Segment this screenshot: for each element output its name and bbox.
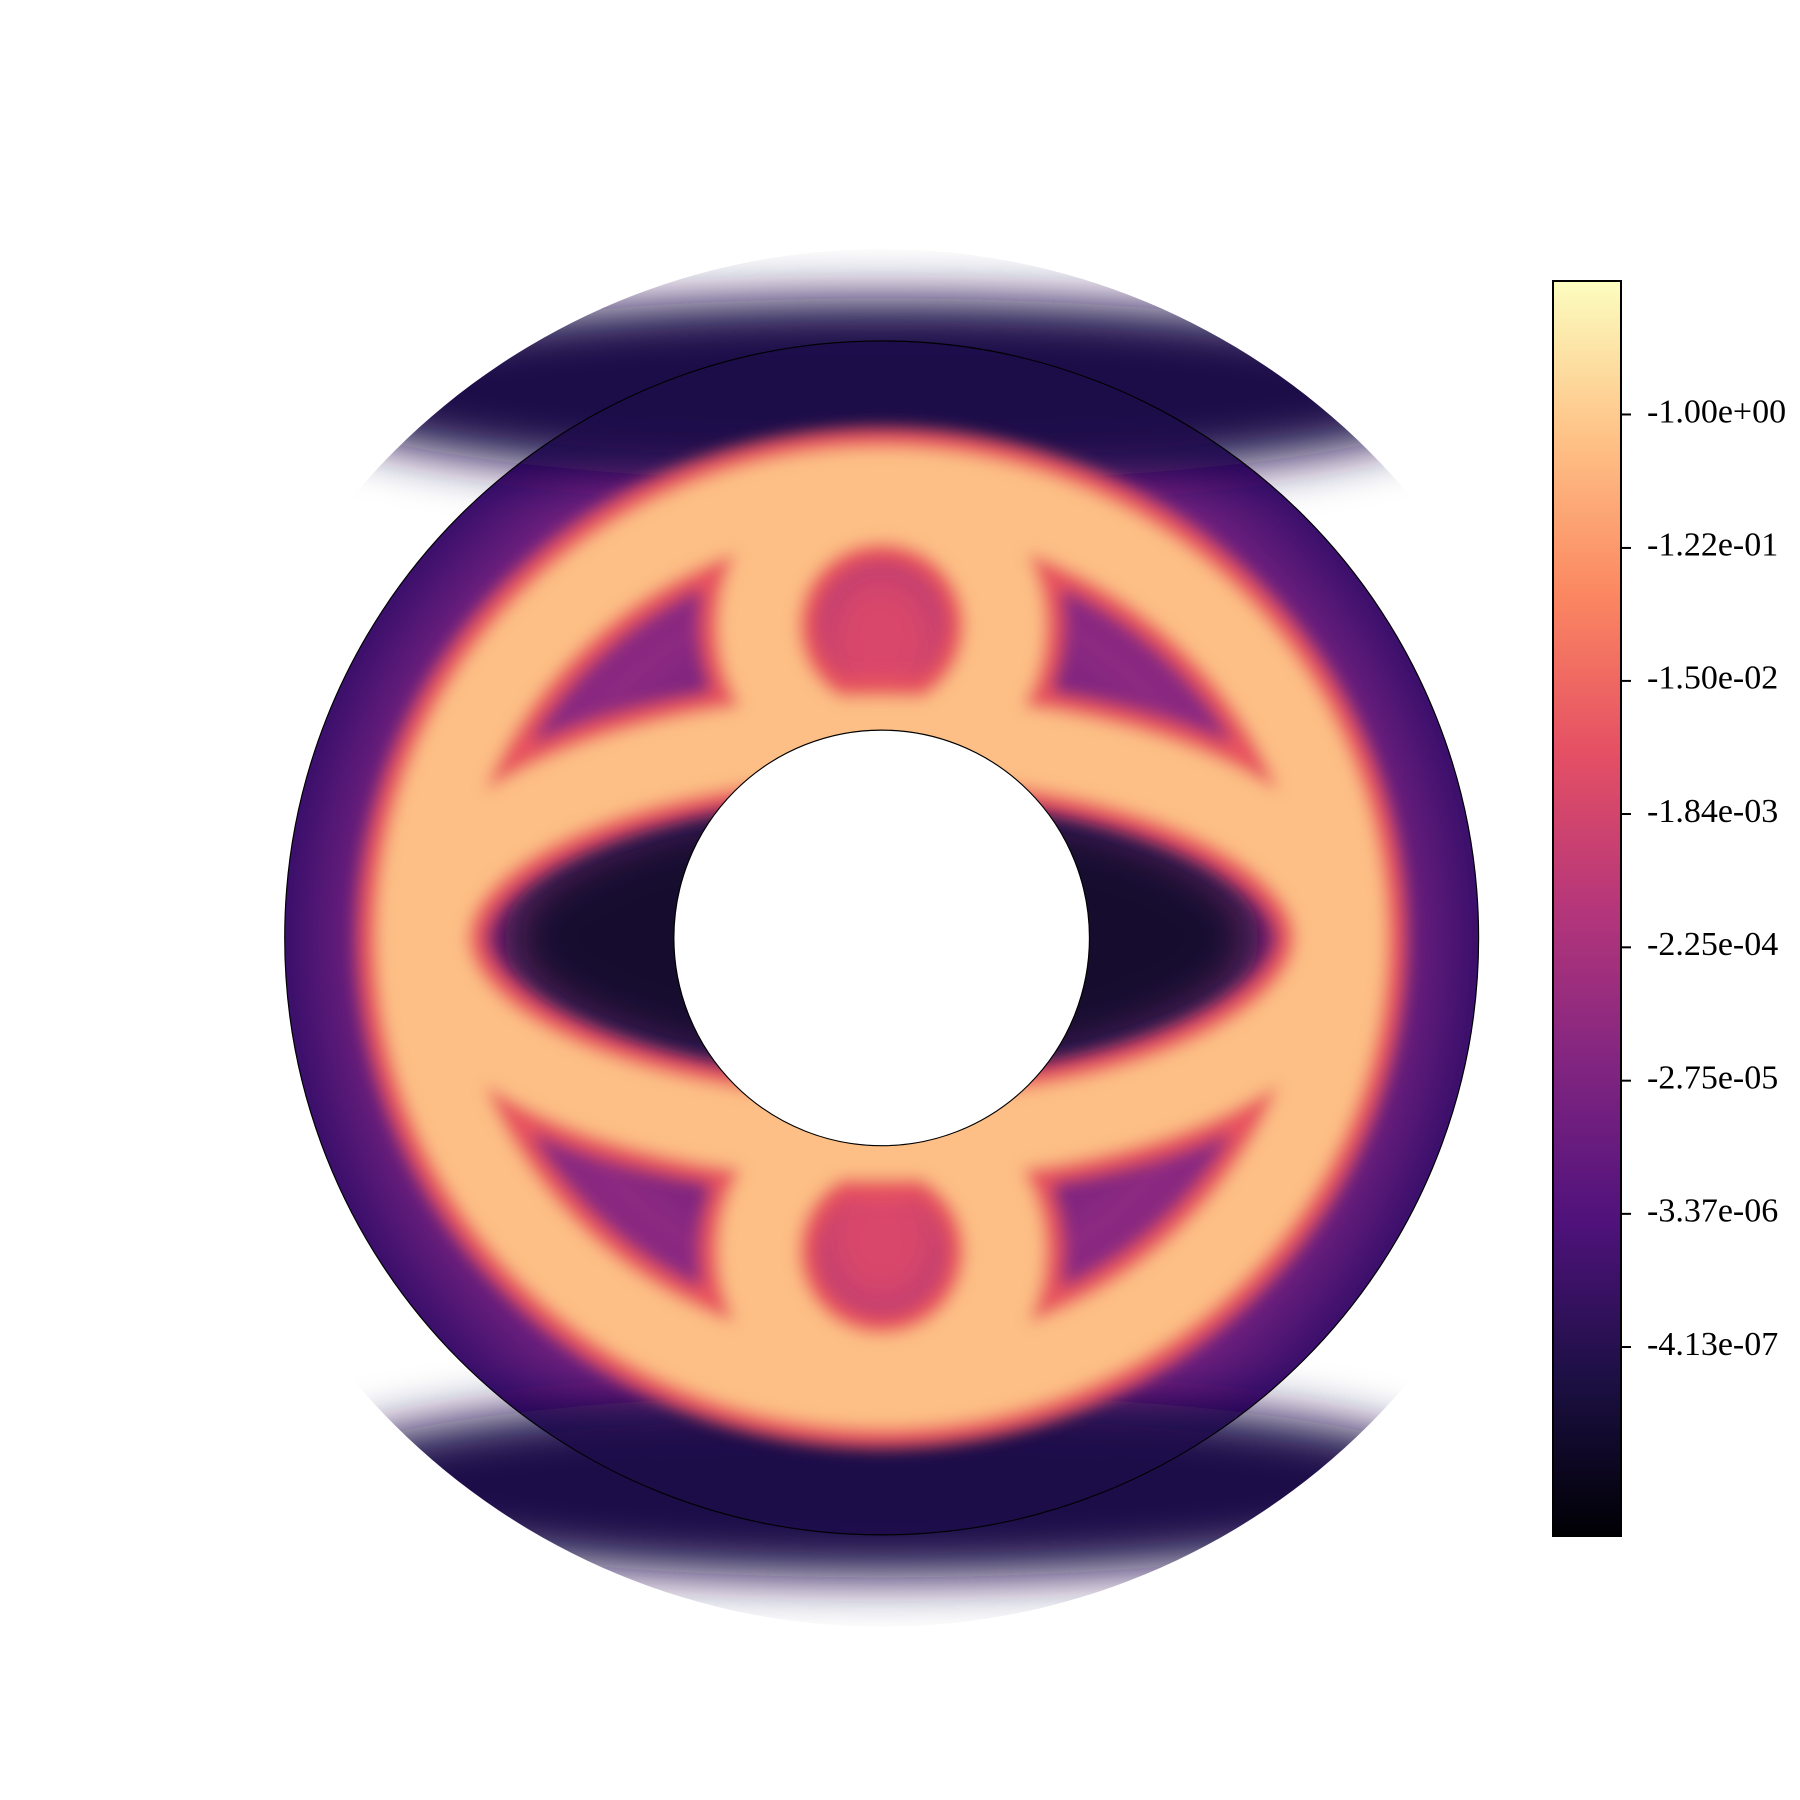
colorbar: [1552, 280, 1622, 1537]
colorbar-tick-label: -4.13e-07: [1647, 1326, 1778, 1363]
colorbar-tick-label: -1.22e-01: [1647, 527, 1778, 564]
colorbar-tick-label: -3.37e-06: [1647, 1193, 1778, 1230]
colorbar-tick-label: -1.50e-02: [1647, 660, 1778, 697]
colorbar-tick-label: -2.75e-05: [1647, 1059, 1778, 1096]
colorbar-tick-label: -1.00e+00: [1647, 393, 1786, 430]
colorbar-tick-label: -2.25e-04: [1647, 926, 1778, 963]
heatmap: [284, 298, 1480, 1578]
colorbar-tick-label: -1.84e-03: [1647, 793, 1778, 830]
